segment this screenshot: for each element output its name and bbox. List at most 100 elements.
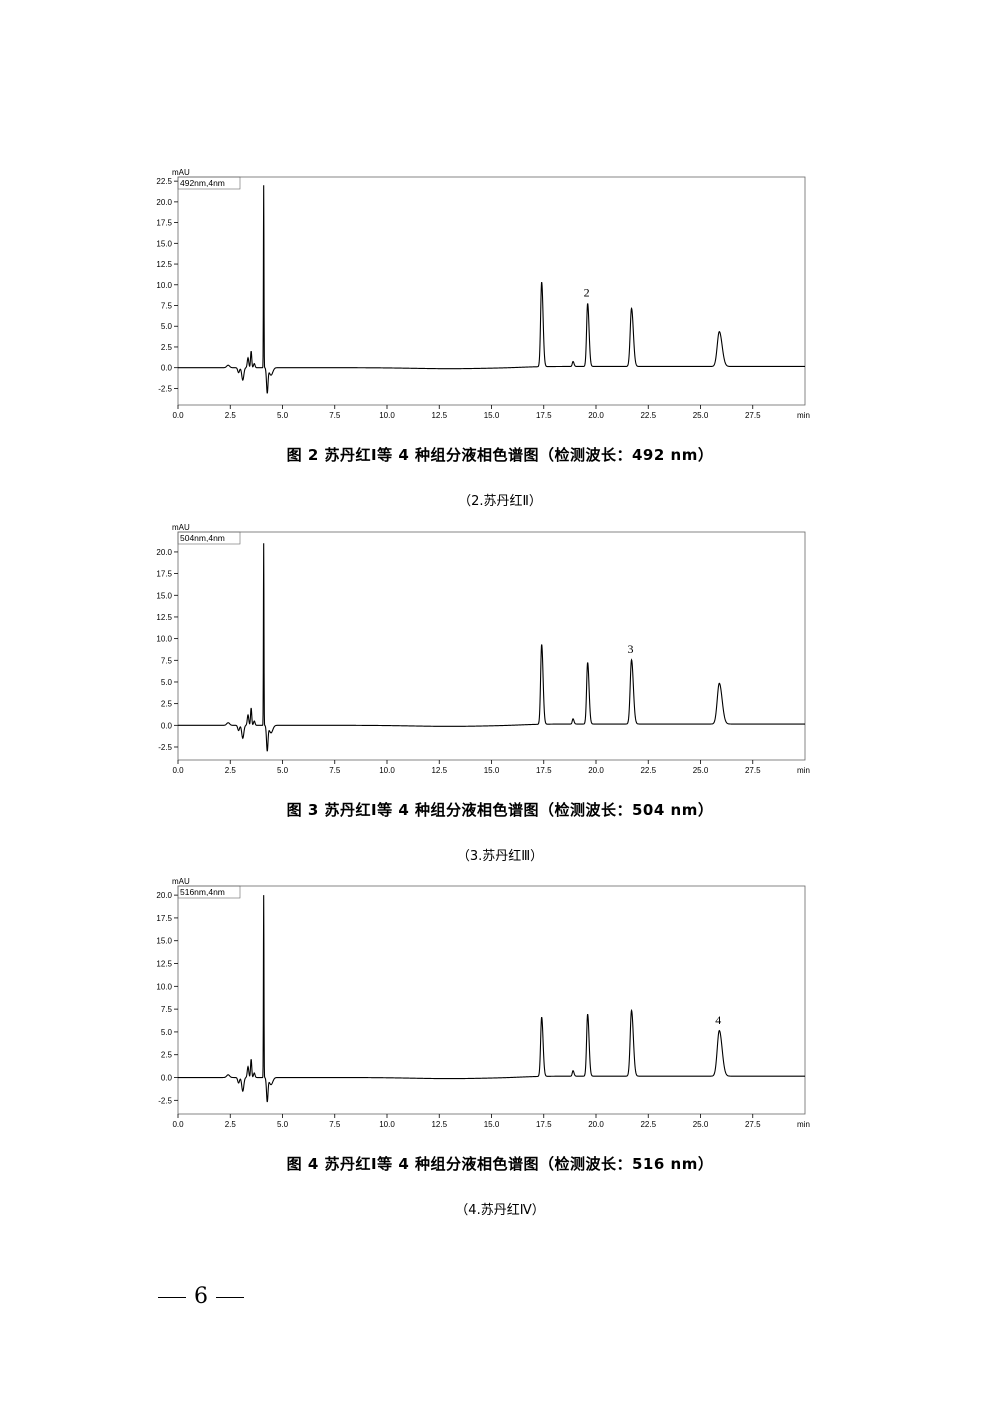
x-tick-label: 2.5	[225, 766, 237, 775]
y-tick-label: 10.0	[156, 635, 172, 644]
y-tick-label: 17.5	[156, 914, 172, 923]
x-tick-label: 12.5	[431, 411, 447, 420]
x-tick-label: 27.5	[745, 1120, 761, 1129]
chart-svg: 22.520.017.515.012.510.07.55.02.50.0-2.5…	[156, 168, 810, 420]
x-tick-label: 2.5	[225, 411, 237, 420]
channel-label-box	[177, 176, 241, 190]
dash-right	[216, 1296, 244, 1298]
y-tick-label: 20.0	[156, 548, 172, 557]
chart-svg: 20.0 17.5 15.0 12.5 10.0 7.5 5.0 2.5 0.0 -2.5 0.0 2…	[156, 877, 810, 1129]
x-tick-label: 10.0	[379, 411, 395, 420]
chromatogram-516nm: 20.0 17.5 15.0 12.5 10.0 7.5 5.0 2.5 0.0 -2.5 0.0 2…	[140, 874, 820, 1134]
y-tick-label: 12.5	[156, 260, 172, 269]
x-tick-label: 7.5	[329, 766, 341, 775]
x-tick-label: 20.0	[588, 411, 604, 420]
x-tick-label: 22.5	[640, 1120, 656, 1129]
x-tick-label: 25.0	[693, 1120, 709, 1129]
figure-subcaption: （4.苏丹红Ⅳ）	[455, 1203, 545, 1218]
x-tick-label: 10.0	[379, 766, 395, 775]
y-axis-label: mAU	[172, 523, 190, 532]
chart-svg: 20.0 17.5 15.0 12.5 10.0 7.5 5.0 2.5 0.0 -2.5 0.0 2…	[156, 523, 810, 775]
x-tick-label: 27.5	[745, 766, 761, 775]
channel-label-box	[177, 531, 241, 545]
y-tick-label: 7.5	[161, 1005, 173, 1014]
x-tick-label: 25.0	[693, 766, 709, 775]
y-tick-label: 5.0	[161, 1028, 173, 1037]
y-tick-label: 15.0	[156, 591, 172, 600]
peak-label: 3	[628, 642, 634, 656]
channel-label-box	[177, 885, 241, 899]
y-tick-label: -2.5	[158, 743, 172, 752]
y-tick-label: 5.0	[161, 678, 173, 687]
x-tick-label: 15.0	[484, 1120, 500, 1129]
y-tick-label: 20.0	[156, 198, 172, 207]
x-tick-label: 15.0	[484, 766, 500, 775]
x-tick-label: 15.0	[484, 411, 500, 420]
x-tick-label: 12.5	[431, 766, 447, 775]
x-tick-label: 22.5	[640, 411, 656, 420]
y-tick-label: 10.0	[156, 982, 172, 991]
plot-frame	[177, 885, 806, 1115]
peak-label: 2	[584, 286, 590, 300]
x-tick-label: 2.5	[225, 1120, 237, 1129]
x-tick-label: 5.0	[277, 766, 289, 775]
x-axis-label: min	[797, 411, 810, 420]
y-tick-label: 15.0	[156, 937, 172, 946]
y-tick-label: 15.0	[156, 239, 172, 248]
y-tick-label: 10.0	[156, 281, 172, 290]
chromatogram-trace	[178, 185, 805, 394]
x-tick-label: 22.5	[640, 766, 656, 775]
x-tick-label: 12.5	[431, 1120, 447, 1129]
x-tick-label: 0.0	[172, 411, 184, 420]
chromatogram-trace	[178, 543, 805, 752]
y-tick-label: 0.0	[161, 1074, 173, 1083]
y-tick-label: 0.0	[161, 721, 173, 730]
x-tick-label: 17.5	[536, 411, 552, 420]
page-number-text: 6	[194, 1284, 208, 1309]
y-axis-label: mAU	[172, 168, 190, 177]
y-tick-label: 12.5	[156, 613, 172, 622]
figure-caption: 图 2 苏丹红Ⅰ等 4 种组分液相色谱图（检测波长：492 nm）	[286, 446, 714, 464]
y-tick-label: -2.5	[158, 384, 172, 393]
y-tick-label: 20.0	[156, 891, 172, 900]
y-tick-label: 17.5	[156, 570, 172, 579]
x-tick-label: 25.0	[693, 411, 709, 420]
x-tick-label: 7.5	[329, 411, 341, 420]
x-tick-label: 20.0	[588, 766, 604, 775]
figure-subcaption: （3.苏丹红Ⅲ）	[456, 849, 544, 864]
dash-left	[158, 1296, 186, 1298]
x-tick-label: 0.0	[172, 1120, 184, 1129]
y-tick-label: -2.5	[158, 1096, 172, 1105]
x-tick-label: 27.5	[745, 411, 761, 420]
chromatogram-492nm: 22.5 20.0 17.5 15.0 12.5 10.0 7.5 5.0 2.5 0.0 -2.5…	[140, 165, 820, 425]
chromatogram-trace	[178, 895, 805, 1103]
x-axis-label: min	[797, 1120, 810, 1129]
x-axis-label: min	[797, 766, 810, 775]
chromatogram-504nm: 20.0 17.5 15.0 12.5 10.0 7.5 5.0 2.5 0.0 -2.5 0.0 2…	[140, 520, 820, 780]
plot-frame	[177, 176, 806, 406]
figure-caption: 图 4 苏丹红Ⅰ等 4 种组分液相色谱图（检测波长：516 nm）	[286, 1155, 714, 1173]
y-tick-label: 0.0	[161, 364, 173, 373]
y-tick-label: 17.5	[156, 219, 172, 228]
y-tick-label: 2.5	[161, 343, 173, 352]
figure-subcaption: （2.苏丹红Ⅱ）	[458, 494, 542, 509]
y-axis-label: mAU	[172, 877, 190, 886]
y-tick-label: 22.5	[156, 177, 172, 186]
x-tick-label: 17.5	[536, 766, 552, 775]
x-tick-label: 20.0	[588, 1120, 604, 1129]
channel-label: 504nm,4nm	[180, 533, 225, 543]
page-number: 6	[150, 1284, 252, 1309]
y-tick-label: 2.5	[161, 1051, 173, 1060]
x-tick-label: 0.0	[172, 766, 184, 775]
x-tick-label: 10.0	[379, 1120, 395, 1129]
x-tick-label: 7.5	[329, 1120, 341, 1129]
channel-label: 492nm,4nm	[180, 178, 225, 188]
y-tick-label: 2.5	[161, 700, 173, 709]
y-tick-label: 7.5	[161, 656, 173, 665]
y-tick-label: 12.5	[156, 960, 172, 969]
peak-label: 4	[715, 1013, 721, 1027]
x-tick-label: 17.5	[536, 1120, 552, 1129]
figure-caption: 图 3 苏丹红Ⅰ等 4 种组分液相色谱图（检测波长：504 nm）	[286, 801, 714, 819]
y-tick-label: 7.5	[161, 302, 173, 311]
x-tick-label: 5.0	[277, 1120, 289, 1129]
